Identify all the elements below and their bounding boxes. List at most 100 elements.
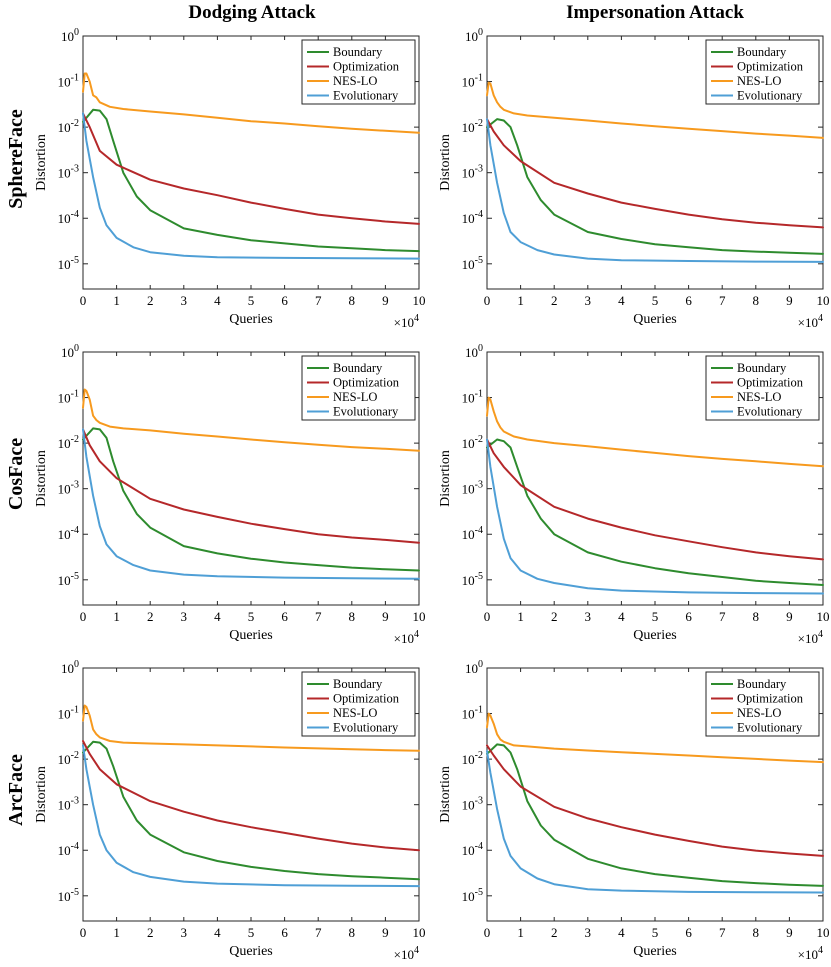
series-line-nes-lo [82,704,420,752]
y-tick-label: 10-3 [58,164,79,181]
column-title-dodging: Dodging Attack [188,2,316,23]
x-tick-label: 2 [551,609,558,624]
x-tick-label: 10 [413,925,426,940]
y-tick-label: 100 [465,659,483,676]
x-tick-label: 10 [817,293,830,308]
series-line-boundary [486,438,824,586]
x-tick-label: 7 [719,293,726,308]
x-tick-label: 8 [349,925,356,940]
y-axis-label: Distortion [34,766,49,823]
series-line-optimization [82,428,420,544]
legend-label-evolutionary: Evolutionary [333,405,399,419]
x-tick-label: 1 [113,925,120,940]
x-tick-label: 8 [753,293,760,308]
y-tick-label: 10-4 [462,209,483,226]
legend-box [705,355,820,421]
x-tick-label: 0 [80,925,87,940]
x-tick-label: 8 [349,293,356,308]
series-line-evolutionary [82,744,420,888]
legend-label-evolutionary: Evolutionary [737,89,803,103]
y-tick-label: 10-1 [462,705,483,722]
x-tick-label: 10 [817,925,830,940]
x-tick-label: 2 [147,925,154,940]
x-multiplier-label: ×104 [798,945,823,962]
y-tick-label: 10-2 [462,434,483,451]
y-tick-label: 10-1 [58,389,79,406]
x-tick-label: 7 [719,925,726,940]
legend-label-nes-lo: NES-LO [737,74,781,88]
series-line-boundary [486,118,824,255]
chart-arcface-dodging: 0 1 2 3 4 5 6 7 8 9 10 100 10-1 10-2 10-3 10-4 10-5 Queri… [34,659,426,962]
series-line-nes-lo [82,72,420,134]
x-tick-label: 8 [753,609,760,624]
x-tick-label: 10 [413,609,426,624]
x-tick-label: 5 [248,293,255,308]
x-tick-label: 9 [382,293,389,308]
x-tick-label: 5 [652,293,659,308]
x-axis-label: Queries [633,628,677,643]
series-line-evolutionary [486,750,824,894]
x-tick-label: 9 [786,925,793,940]
legend-label-nes-lo: NES-LO [333,74,377,88]
series-line-optimization [486,744,824,857]
y-tick-label: 100 [465,343,483,360]
x-tick-label: 4 [618,609,625,624]
x-tick-label: 1 [517,925,524,940]
y-tick-label: 10-2 [58,750,79,767]
x-tick-label: 8 [753,925,760,940]
legend-label-evolutionary: Evolutionary [737,721,803,735]
x-tick-label: 9 [786,609,793,624]
y-tick-label: 10-3 [58,796,79,813]
x-tick-label: 4 [214,609,221,624]
y-tick-label: 10-2 [58,118,79,135]
x-tick-label: 3 [181,609,188,624]
row-title-arcface: ArcFace [5,754,27,826]
x-tick-label: 1 [113,609,120,624]
legend-label-evolutionary: Evolutionary [333,721,399,735]
y-tick-label: 10-4 [462,525,483,542]
series-line-evolutionary [82,112,420,260]
x-tick-label: 9 [382,609,389,624]
x-tick-label: 6 [281,925,288,940]
series-line-evolutionary [82,428,420,580]
x-axis-label: Queries [229,628,273,643]
x-multiplier-label: ×104 [798,629,823,646]
y-axis-label: Distortion [34,134,49,191]
y-tick-label: 10-4 [58,841,79,858]
series-line-nes-lo [486,712,824,764]
y-tick-label: 10-3 [58,480,79,497]
row-title-cosface: CosFace [5,438,27,510]
legend-label-boundary: Boundary [737,677,787,691]
legend-box [301,671,416,737]
legend-label-optimization: Optimization [737,376,804,390]
x-multiplier-label: ×104 [394,313,419,330]
y-tick-label: 10-3 [462,164,483,181]
x-tick-label: 2 [551,925,558,940]
series-line-nes-lo [82,388,420,452]
x-tick-label: 10 [413,293,426,308]
x-tick-label: 5 [652,925,659,940]
legend-label-optimization: Optimization [333,692,400,706]
y-tick-label: 10-5 [462,887,483,904]
series-line-optimization [486,118,824,229]
chart-cosface-dodging: 0 1 2 3 4 5 6 7 8 9 10 100 10-1 10-2 10-3 10-4 10-5 Queri… [34,343,426,646]
x-tick-label: 3 [585,925,592,940]
legend-box [301,355,416,421]
y-axis-label: Distortion [34,450,49,507]
x-multiplier-label: ×104 [394,629,419,646]
y-tick-label: 10-2 [462,750,483,767]
legend-label-nes-lo: NES-LO [333,390,377,404]
legend-label-optimization: Optimization [737,692,804,706]
x-axis-label: Queries [633,312,677,327]
y-tick-label: 100 [465,27,483,44]
y-tick-label: 10-5 [58,571,79,588]
legend-label-boundary: Boundary [737,361,787,375]
chart-arcface-impersonation: 0 1 2 3 4 5 6 7 8 9 10 100 10-1 10-2 10-3 10-4 10-5 Queri… [438,659,830,962]
x-tick-label: 5 [248,925,255,940]
series-line-evolutionary [486,118,824,263]
y-tick-label: 10-2 [58,434,79,451]
y-tick-label: 10-1 [462,389,483,406]
legend-label-optimization: Optimization [333,60,400,74]
y-tick-label: 100 [61,27,79,44]
